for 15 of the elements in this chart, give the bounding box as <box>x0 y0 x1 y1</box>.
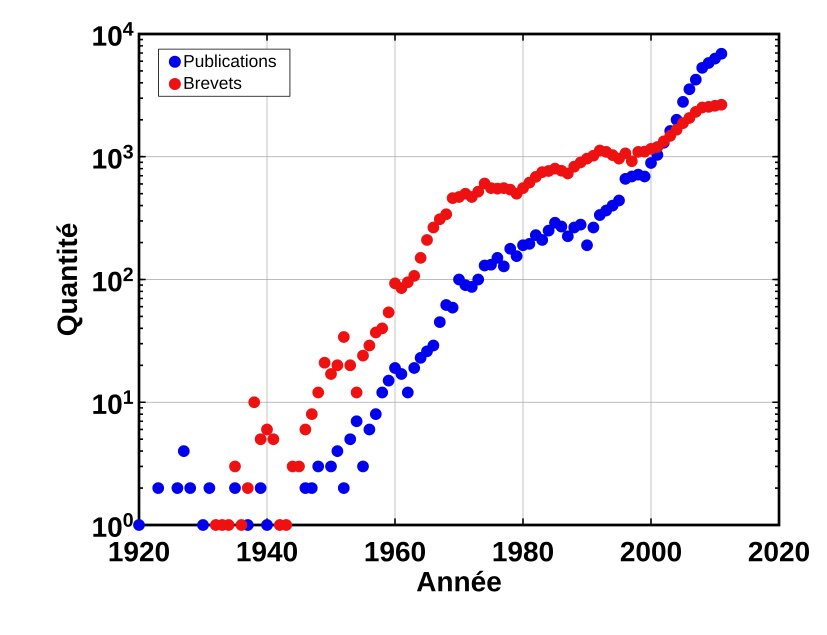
y-tick-label: 10$^{4}$ <box>93 22 134 46</box>
x-tick-label: 1940 <box>238 542 297 562</box>
legend-label: Brevets <box>184 77 242 90</box>
legend-label: Publications <box>184 54 276 68</box>
x-tick-label: 2020 <box>748 542 809 562</box>
x-tick-label: 1960 <box>366 542 425 562</box>
x-tick-label: 1980 <box>494 542 553 562</box>
y-tick-label: 10$^{3}$ <box>93 144 133 169</box>
y-tick-label: 10$^{0}$ <box>93 513 133 537</box>
y-axis-title: Quantité <box>56 224 82 336</box>
x-tick-label: 1920 <box>110 542 169 562</box>
y-tick-label: 10$^{2}$ <box>93 268 133 292</box>
x-tick-label: 2000 <box>620 542 681 562</box>
y-tick-label: 10$^{1}$ <box>93 390 134 414</box>
x-axis-title: Année <box>416 570 501 592</box>
